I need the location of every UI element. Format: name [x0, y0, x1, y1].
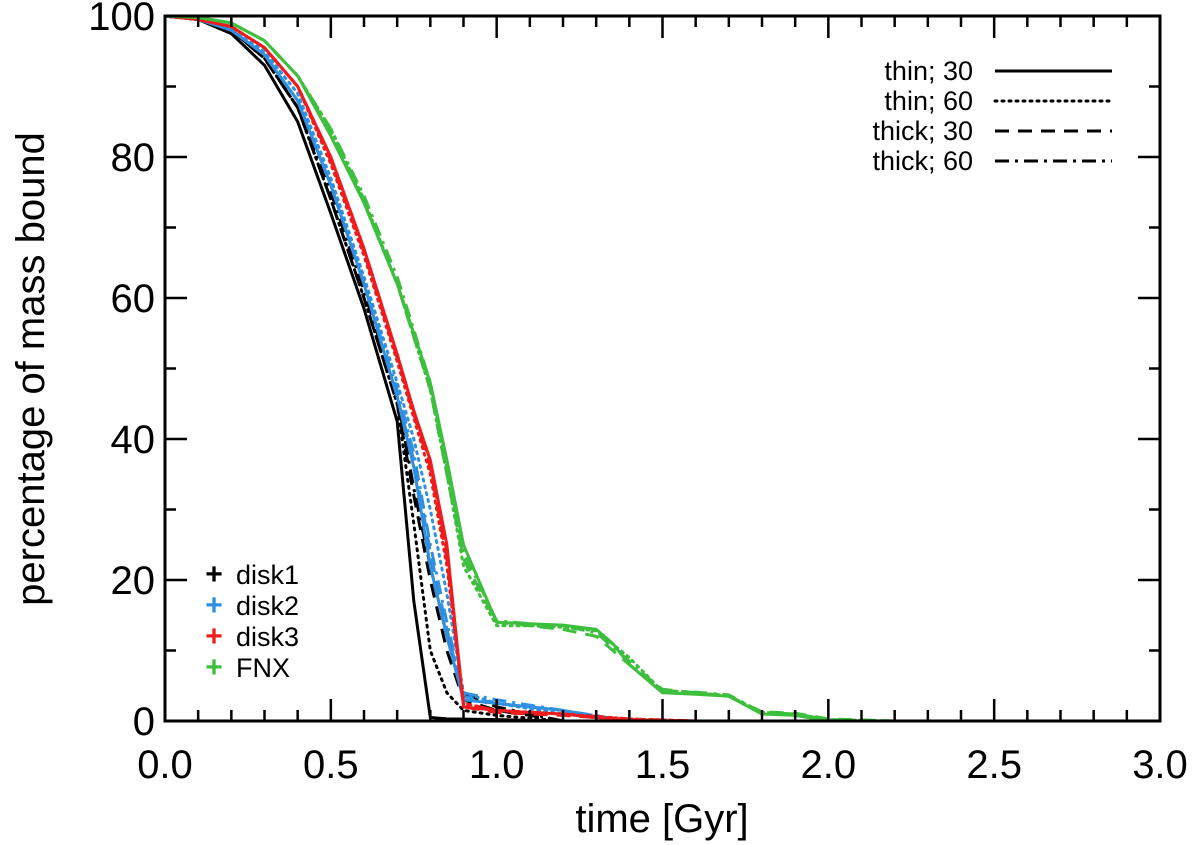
tick-labels: 0.0 0.5 1.0 1.5 2.0 2.5 3.0 0 20 40 60 80 100	[88, 0, 1188, 787]
model-legend: + disk1 + disk2 + disk3 + FNX	[205, 558, 299, 684]
model-legend-label-disk1: disk1	[236, 560, 299, 590]
series-line-disk3-thick-60	[164, 14, 696, 723]
model-legend-marker-disk1: +	[205, 558, 223, 591]
model-legend-label-disk2: disk2	[236, 591, 299, 621]
x-tick-label: 0.0	[137, 743, 193, 787]
series-line-disk1-thin-60	[163, 14, 565, 723]
model-legend-marker-disk3: +	[205, 620, 223, 653]
x-tick-label: 3.0	[1132, 743, 1188, 787]
series-line-disk1-thick-30	[164, 14, 564, 723]
series-line-fnx-thick-60	[164, 14, 895, 723]
x-tick-label: 0.5	[303, 743, 359, 787]
y-axis-title: percentage of mass bound	[9, 132, 53, 606]
y-tick-label: 60	[111, 277, 156, 321]
x-tick-label: 2.5	[966, 743, 1022, 787]
series-line-disk2-thin-30	[164, 14, 630, 723]
series-layer	[163, 14, 897, 723]
x-tick-label: 1.0	[469, 743, 525, 787]
style-legend-label: thick; 30	[872, 116, 973, 146]
y-tick-label: 80	[111, 136, 156, 180]
style-legend-label: thin; 30	[884, 56, 973, 86]
y-tick-label: 40	[111, 418, 156, 462]
y-tick-label: 20	[111, 559, 156, 603]
series-line-disk2-thick-60	[164, 14, 630, 723]
x-tick-label: 2.0	[801, 743, 857, 787]
y-tick-label: 100	[88, 0, 155, 39]
style-legend-label: thick; 60	[872, 146, 973, 176]
series-line-disk2-thin-60	[163, 14, 631, 723]
y-tick-label: 0	[133, 700, 155, 744]
style-legend-label: thin; 60	[884, 86, 973, 116]
model-legend-marker-disk2: +	[205, 589, 223, 622]
model-legend-label-disk3: disk3	[236, 622, 299, 652]
ticks-layer	[163, 14, 1162, 723]
x-axis-title: time [Gyr]	[575, 797, 748, 841]
series-line-disk2-thick-30	[164, 14, 630, 723]
series-line-disk1-thin-30	[164, 14, 564, 723]
series-line-disk1-thick-60	[164, 14, 564, 723]
model-legend-marker-fnx: +	[205, 651, 223, 684]
model-legend-label-fnx: FNX	[236, 653, 290, 683]
x-tick-label: 1.5	[635, 743, 691, 787]
